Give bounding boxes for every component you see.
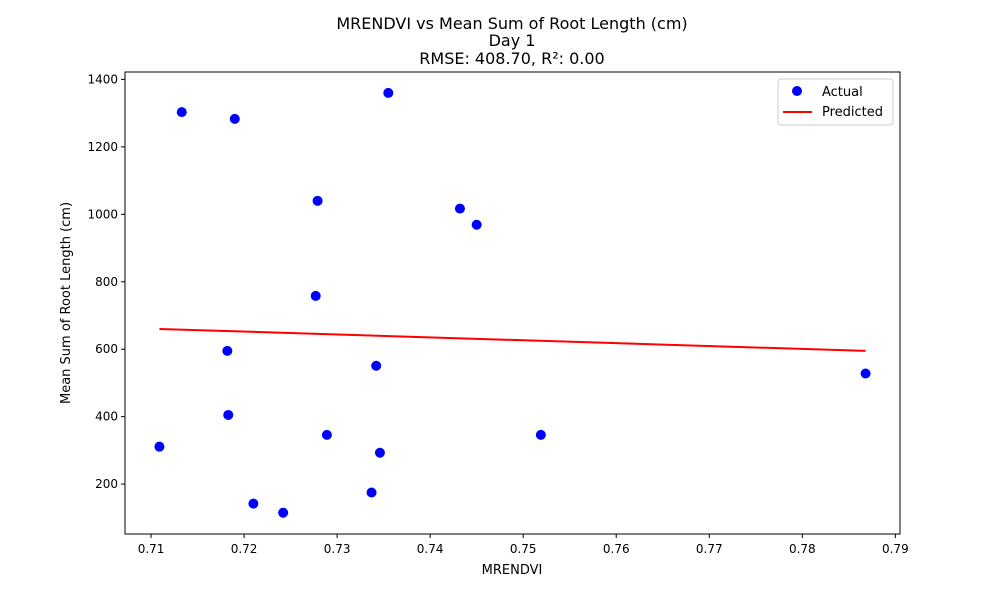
plot-area [154,87,871,518]
x-tick-label: 0.79 [882,542,909,556]
actual-point-8 [222,345,233,356]
chart-title-line-3: RMSE: 408.70, R²: 0.00 [419,49,604,68]
x-tick-label: 0.72 [231,542,258,556]
plot-frame [124,71,901,535]
actual-point-12 [154,441,165,452]
legend: Actual Predicted [777,78,894,126]
chart-title-line-1: MRENDVI vs Mean Sum of Root Length (cm) [336,14,687,33]
x-tick-label: 0.78 [789,542,816,556]
x-tick-label: 0.74 [417,542,444,556]
actual-point-18 [278,507,289,518]
actual-point-6 [471,219,482,230]
x-tick-label: 0.76 [603,542,630,556]
x-tick-label: 0.73 [324,542,351,556]
actual-point-17 [248,498,259,509]
y-tick-label: 1200 [87,140,118,154]
y-tick-label: 800 [95,275,118,289]
actual-point-10 [860,368,871,379]
y-tick-label: 1400 [87,72,118,86]
actual-point-4 [312,195,323,206]
actual-point-11 [223,409,234,420]
y-tick-label: 200 [95,477,118,491]
actual-point-1 [176,107,187,118]
actual-point-15 [374,447,385,458]
chart-title-line-2: Day 1 [489,31,536,50]
actual-point-16 [366,487,377,498]
actual-point-14 [535,429,546,440]
actual-point-2 [229,113,240,124]
legend-predicted-label: Predicted [822,105,883,120]
y-tick-label: 1000 [87,207,118,221]
legend-actual-label: Actual [822,85,863,100]
x-axis-ticks: 0.71 0.72 0.73 0.74 0.75 0.76 0.77 0.78 0.79 [138,534,909,556]
legend-actual-marker [792,86,802,96]
chart-title: MRENDVI vs Mean Sum of Root Length (cm) … [336,14,687,68]
y-tick-label: 400 [95,410,118,424]
actual-point-5 [454,203,465,214]
actual-point-9 [371,360,382,371]
actual-point-13 [321,429,332,440]
actual-point-3 [383,87,394,98]
x-axis-label: MRENDVI [482,563,543,578]
y-tick-label: 600 [95,342,118,356]
x-tick-label: 0.77 [696,542,723,556]
predicted-line [159,327,866,352]
y-axis-ticks: 200 400 600 800 1000 1200 1400 [87,72,125,491]
actual-point-7 [310,290,321,301]
x-tick-label: 0.75 [510,542,537,556]
x-tick-label: 0.71 [138,542,165,556]
y-axis-label: Mean Sum of Root Length (cm) [59,202,74,404]
legend-frame [777,78,894,126]
